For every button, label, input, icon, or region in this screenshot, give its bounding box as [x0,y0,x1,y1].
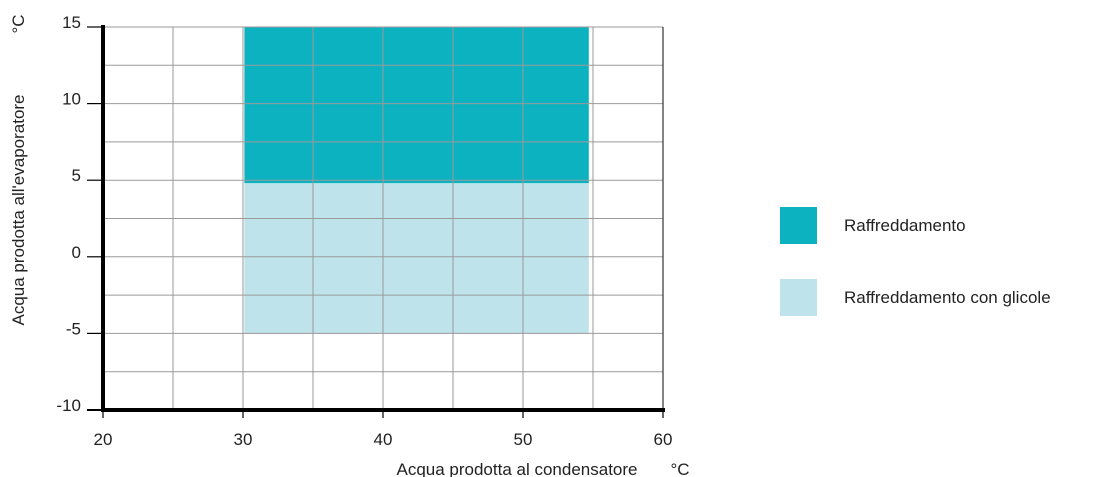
grid-lines [102,26,664,411]
y-tick-label: 15 [62,13,81,32]
legend-label: Raffreddamento con glicole [844,287,1051,307]
y-tick-label: 10 [62,90,81,109]
axes [87,25,665,418]
axis-titles: Acqua prodotta al condensatore °C Acqua … [9,14,690,477]
x-axis-unit: °C [670,460,689,477]
x-tick-label: 60 [654,430,673,449]
legend-label: Raffreddamento [844,215,966,235]
y-axis-title: Acqua prodotta all'evaporatore [9,94,28,325]
series-area-2 [244,183,589,334]
x-tick-label: 50 [514,430,533,449]
y-tick-label: 0 [72,243,81,262]
x-tick-label: 40 [374,430,393,449]
y-tick-label: 5 [72,166,81,185]
tick-labels: -10 -5 0 5 10 15 20 30 40 50 60 [56,13,672,449]
x-tick-label: 30 [234,430,253,449]
series-area-1 [244,27,589,184]
x-axis-title: Acqua prodotta al condensatore [396,460,637,477]
legend-item-raffreddamento-con-glicole: Raffreddamento con glicole [780,279,1051,316]
y-tick-label: -5 [66,319,81,338]
legend: Raffreddamento Raffreddamento con glicol… [780,207,1051,351]
legend-item-raffreddamento: Raffreddamento [780,207,1051,244]
legend-swatch [780,207,817,244]
y-tick-label: -10 [56,396,81,415]
plot-area [244,27,589,334]
legend-swatch [780,279,817,316]
x-tick-label: 20 [94,430,113,449]
y-axis-unit: °C [9,14,28,33]
